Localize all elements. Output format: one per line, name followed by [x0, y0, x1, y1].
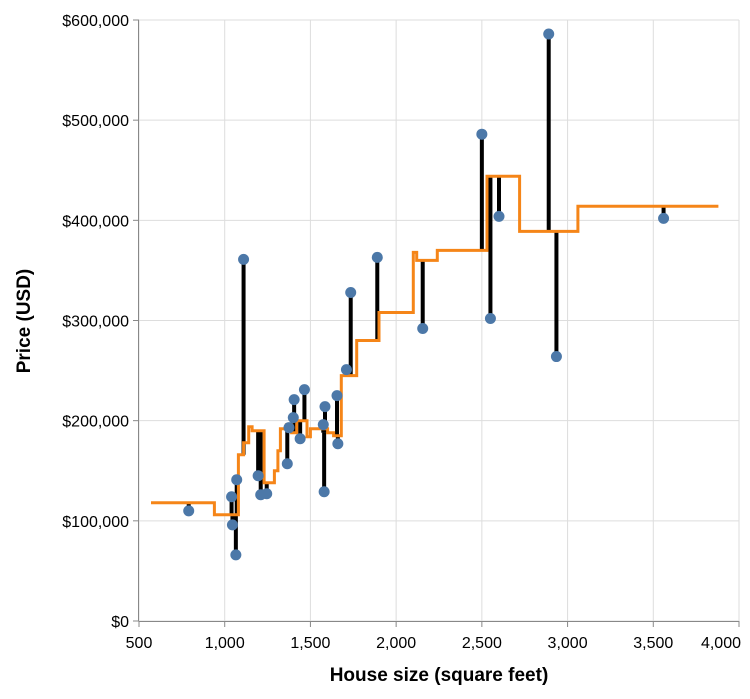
data-point	[332, 438, 344, 450]
tick-labels: 500 1,000 1,500 2,000 2,500 3,000 3,500 4,000 $0…	[62, 13, 741, 652]
data-point	[484, 312, 496, 324]
data-point	[238, 253, 250, 265]
y-axis-title: Price (USD)	[14, 269, 35, 374]
y-tick-label: $200,000	[62, 414, 129, 431]
data-point	[345, 286, 357, 298]
data-point	[183, 505, 195, 517]
data-point	[252, 470, 264, 482]
data-point	[331, 390, 343, 402]
x-tick-label: 500	[126, 635, 153, 652]
x-tick-label: 2,500	[462, 635, 502, 652]
y-tick-label: $100,000	[62, 514, 129, 531]
y-tick-label: $400,000	[62, 213, 129, 230]
prediction-path	[151, 174, 719, 517]
data-point	[340, 364, 352, 376]
data-point	[226, 491, 238, 503]
data-point	[226, 519, 238, 531]
y-tick-label: $600,000	[62, 13, 129, 30]
data-point	[493, 210, 505, 222]
axes	[133, 19, 740, 627]
data-point	[288, 394, 300, 406]
x-tick-label: 1,500	[290, 635, 330, 652]
data-point	[417, 323, 429, 335]
y-tick-label: $300,000	[62, 314, 129, 331]
x-tick-label: 2,000	[376, 635, 416, 652]
prediction-line	[151, 174, 719, 517]
x-tick-label: 4,000	[701, 635, 741, 652]
data-points	[183, 28, 670, 561]
data-point	[476, 128, 488, 140]
data-point	[230, 549, 242, 561]
data-point	[283, 422, 295, 434]
data-point	[318, 486, 330, 498]
grid	[138, 19, 740, 622]
x-axis-title: House size (square feet)	[330, 665, 549, 686]
x-tick-label: 1,000	[205, 635, 245, 652]
data-point	[543, 28, 555, 40]
data-point	[658, 212, 670, 224]
data-point	[231, 474, 243, 486]
x-tick-label: 3,500	[633, 635, 673, 652]
x-tick-label: 3,000	[548, 635, 588, 652]
data-point	[550, 351, 562, 363]
data-point	[294, 433, 306, 445]
y-tick-label: $0	[111, 614, 129, 631]
data-point	[287, 412, 299, 424]
data-point	[298, 384, 310, 396]
data-point	[281, 458, 293, 470]
data-point	[317, 419, 329, 431]
data-point	[319, 401, 331, 413]
y-tick-label: $500,000	[62, 113, 129, 130]
data-point	[261, 488, 273, 500]
data-point	[371, 251, 383, 263]
